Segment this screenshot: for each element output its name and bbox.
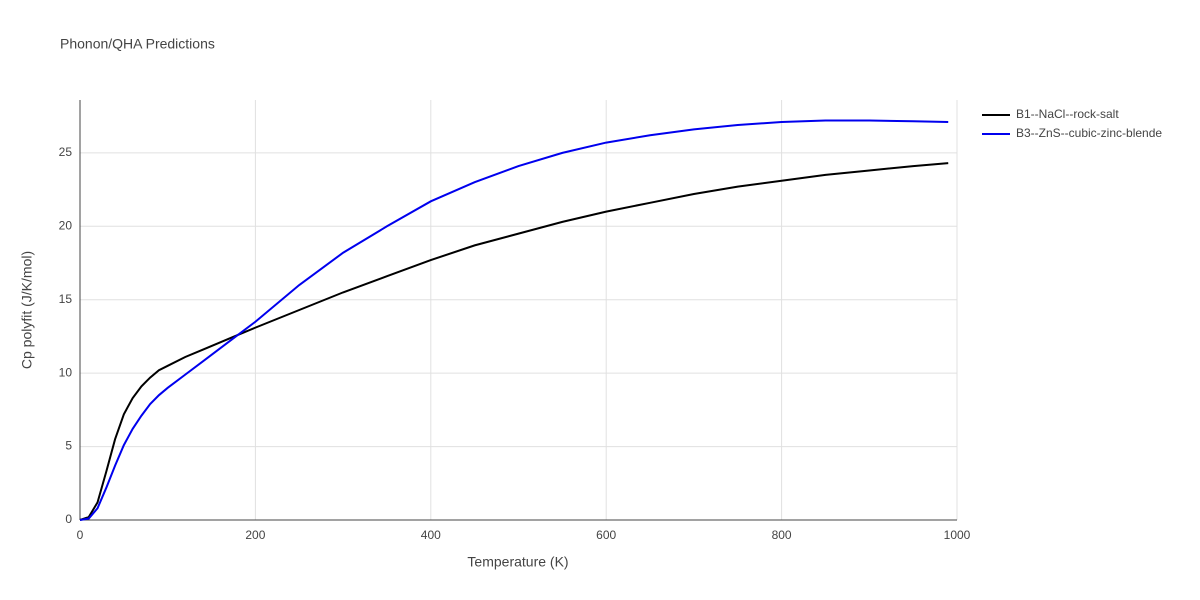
y-tick-label: 15 [59,292,73,306]
legend-label[interactable]: B3--ZnS--cubic-zinc-blende [1016,126,1162,140]
x-tick-label: 600 [596,528,616,542]
x-tick-label: 0 [77,528,84,542]
y-tick-label: 10 [59,365,73,379]
chart-title: Phonon/QHA Predictions [60,36,215,52]
y-tick-label: 20 [59,218,73,232]
legend-label[interactable]: B1--NaCl--rock-salt [1016,107,1119,121]
x-tick-label: 200 [245,528,265,542]
y-tick-label: 0 [65,512,72,526]
y-tick-label: 25 [59,145,73,159]
x-tick-label: 400 [421,528,441,542]
series-line [79,162,949,521]
x-tick-label: 800 [772,528,792,542]
x-tick-label: 1000 [944,528,971,542]
x-axis-label: Temperature (K) [467,554,568,570]
y-axis-label: Cp polyfit (J/K/mol) [19,251,35,369]
series-line [79,119,949,521]
y-tick-label: 5 [65,439,72,453]
